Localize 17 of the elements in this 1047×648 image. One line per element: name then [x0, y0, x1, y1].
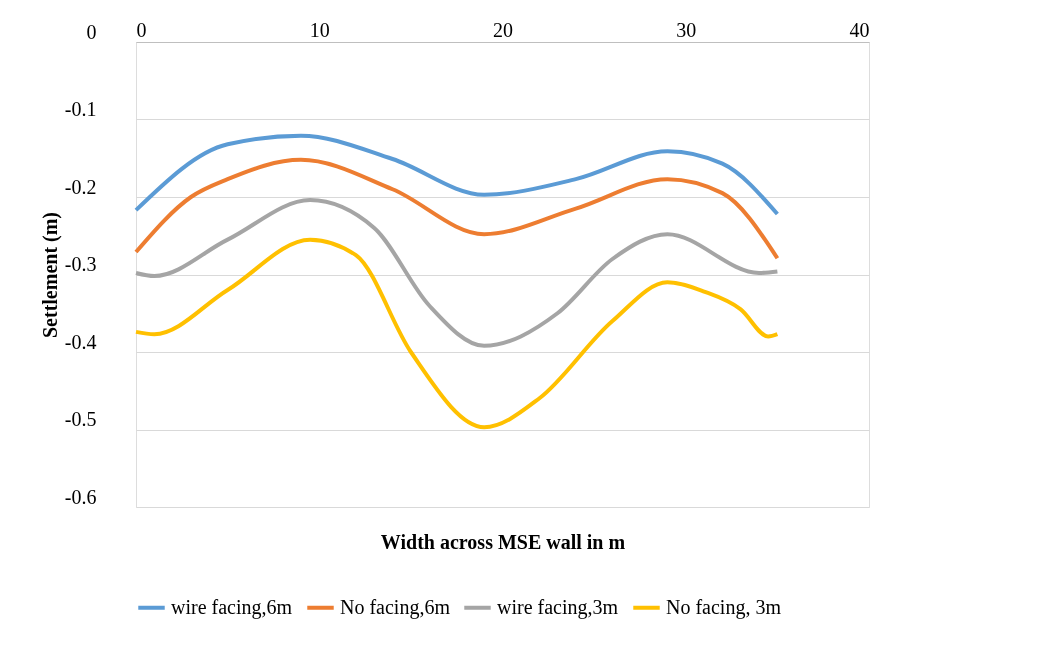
- y-tick-label: -0.2: [64, 175, 97, 198]
- legend-label: No facing, 3m: [666, 595, 782, 619]
- legend-label: No facing,6m: [340, 595, 451, 619]
- x-tick-label: 40: [849, 18, 870, 41]
- y-tick-label: -0.6: [64, 485, 97, 508]
- y-tick-label: -0.1: [64, 98, 97, 120]
- y-tick-label: -0.3: [64, 253, 97, 275]
- y-tick-label: -0.4: [64, 330, 97, 353]
- x-tick-label: 30: [676, 18, 697, 41]
- y-axis-title: Settlement (m): [38, 211, 62, 339]
- y-tick-label: -0.5: [64, 408, 97, 430]
- legend-label: wire facing,6m: [171, 595, 293, 619]
- legend-label: wire facing,3m: [497, 595, 619, 619]
- x-tick-label: 0: [136, 18, 147, 41]
- x-axis-title: Width across MSE wall in m: [380, 530, 626, 553]
- x-tick-label: 10: [309, 18, 330, 41]
- x-tick-label: 20: [493, 18, 513, 41]
